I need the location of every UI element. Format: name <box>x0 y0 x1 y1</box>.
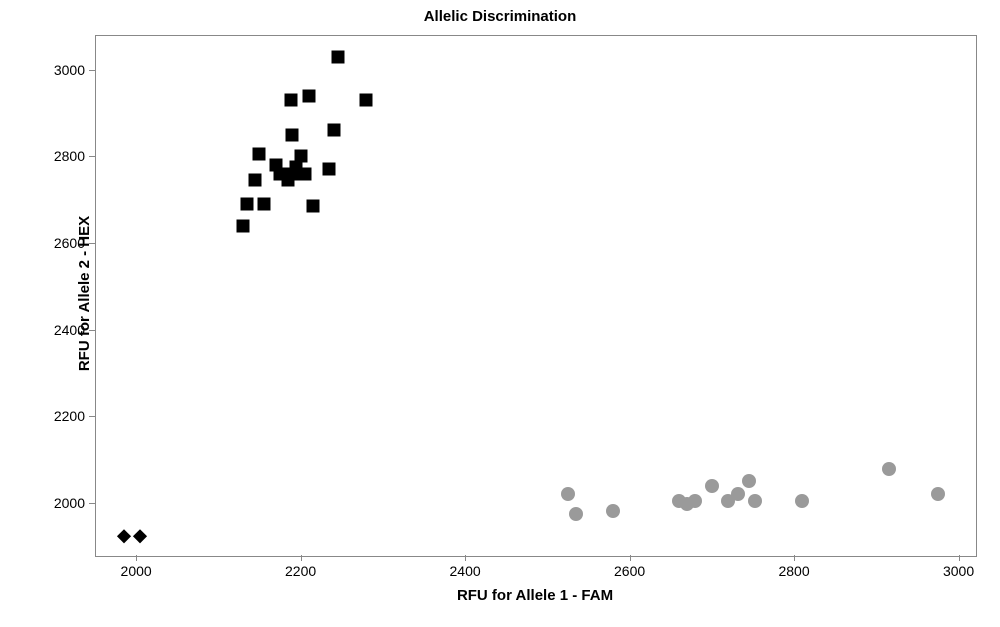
allele2-cluster-marker <box>253 148 266 161</box>
allele2-cluster-marker <box>298 167 311 180</box>
y-tick-mark <box>89 70 95 71</box>
y-tick-mark <box>89 330 95 331</box>
allele2-cluster-marker <box>284 94 297 107</box>
y-tick-label: 2200 <box>45 408 85 424</box>
allele1-cluster-marker <box>795 494 809 508</box>
allele1-cluster-marker <box>606 504 620 518</box>
y-tick-label: 2600 <box>45 235 85 251</box>
x-tick-mark <box>301 555 302 561</box>
allele1-cluster-marker <box>731 487 745 501</box>
allele2-cluster-marker <box>257 198 270 211</box>
allele2-cluster-marker <box>327 124 340 137</box>
x-tick-label: 2800 <box>778 563 809 579</box>
x-tick-label: 3000 <box>943 563 974 579</box>
allele2-cluster-marker <box>241 198 254 211</box>
plot-area <box>95 35 977 557</box>
allele1-cluster-marker <box>569 507 583 521</box>
x-tick-mark <box>630 555 631 561</box>
allele2-cluster-marker <box>286 128 299 141</box>
allele2-cluster-marker <box>249 174 262 187</box>
x-tick-mark <box>465 555 466 561</box>
y-tick-mark <box>89 243 95 244</box>
allele2-cluster-marker <box>360 94 373 107</box>
x-tick-mark <box>136 555 137 561</box>
allele1-cluster-marker <box>931 487 945 501</box>
allele1-cluster-marker <box>705 479 719 493</box>
allele1-cluster-marker <box>688 494 702 508</box>
y-tick-label: 3000 <box>45 62 85 78</box>
x-tick-label: 2400 <box>450 563 481 579</box>
y-tick-label: 2400 <box>45 322 85 338</box>
allele2-cluster-marker <box>331 50 344 63</box>
allele2-cluster-marker <box>237 219 250 232</box>
allele2-cluster-marker <box>323 163 336 176</box>
chart-container: Allelic Discrimination RFU for Allele 1 … <box>0 0 1000 627</box>
allele2-cluster-marker <box>294 150 307 163</box>
y-tick-label: 2800 <box>45 148 85 164</box>
y-tick-mark <box>89 503 95 504</box>
y-tick-mark <box>89 156 95 157</box>
x-tick-label: 2200 <box>285 563 316 579</box>
allele1-cluster-marker <box>748 494 762 508</box>
allele1-cluster-marker <box>742 474 756 488</box>
allele2-cluster-marker <box>302 89 315 102</box>
y-tick-label: 2000 <box>45 495 85 511</box>
x-tick-mark <box>959 555 960 561</box>
x-tick-label: 2600 <box>614 563 645 579</box>
x-tick-mark <box>794 555 795 561</box>
allele2-cluster-marker <box>306 200 319 213</box>
allele1-cluster-marker <box>882 462 896 476</box>
y-tick-mark <box>89 416 95 417</box>
x-axis-label: RFU for Allele 1 - FAM <box>95 587 975 604</box>
x-tick-label: 2000 <box>121 563 152 579</box>
chart-title: Allelic Discrimination <box>0 8 1000 25</box>
allele1-cluster-marker <box>561 487 575 501</box>
